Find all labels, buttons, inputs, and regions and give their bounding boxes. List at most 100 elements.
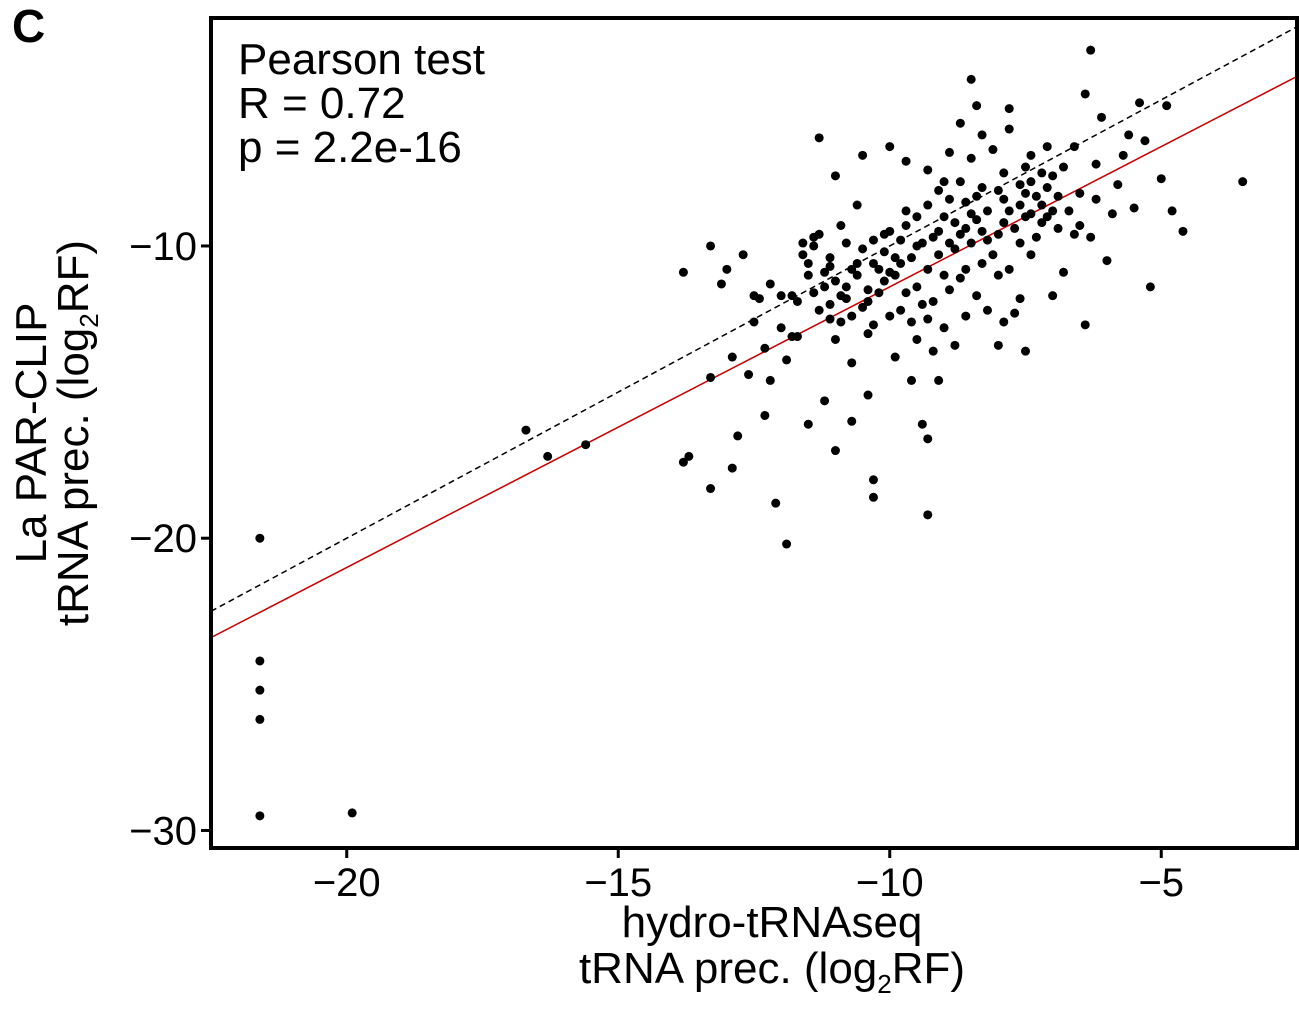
data-point: [923, 434, 933, 444]
data-point: [1086, 45, 1096, 55]
data-point: [776, 323, 786, 333]
data-point: [999, 168, 1009, 178]
x-axis-title-line2-main: tRNA prec. (log: [579, 944, 877, 993]
data-point: [977, 258, 987, 268]
data-point: [825, 314, 835, 324]
data-point: [955, 229, 965, 239]
data-point: [760, 410, 770, 420]
data-point: [901, 221, 911, 230]
x-axis-title-line2-tail: RF): [892, 944, 965, 993]
data-point: [852, 200, 862, 210]
data-point: [749, 317, 759, 327]
data-point: [912, 282, 922, 292]
data-point: [792, 296, 802, 306]
data-point: [1069, 229, 1079, 239]
data-point: [950, 244, 960, 254]
stat-p-value: p = 2.2e-16: [238, 123, 462, 172]
data-point: [868, 492, 878, 502]
data-point: [1167, 206, 1177, 216]
data-point: [1075, 188, 1085, 198]
data-point: [1097, 112, 1107, 122]
y-axis-title-line2-tail: RF): [49, 240, 98, 313]
identity-reference-line: [211, 26, 1297, 612]
data-point: [917, 299, 927, 309]
data-point: [1059, 267, 1069, 277]
data-point: [1048, 291, 1058, 301]
data-point: [950, 218, 960, 228]
data-point: [1048, 171, 1058, 181]
data-point: [879, 247, 889, 257]
data-point: [993, 340, 1003, 350]
data-point: [993, 185, 1003, 195]
data-point: [678, 267, 688, 277]
data-point: [1053, 191, 1063, 201]
data-point: [255, 714, 265, 724]
data-point: [706, 241, 716, 251]
data-point: [1042, 183, 1052, 193]
data-point: [885, 311, 895, 321]
data-point: [836, 221, 846, 230]
data-point: [923, 510, 933, 520]
data-point: [820, 267, 830, 277]
data-point: [1107, 209, 1117, 219]
data-point: [765, 375, 775, 385]
data-point: [830, 276, 840, 286]
y-axis-title-line2: tRNA prec. (log2RF): [49, 240, 104, 626]
data-point: [809, 288, 819, 298]
data-point: [896, 305, 906, 315]
data-point: [1021, 346, 1030, 356]
data-point: [825, 261, 835, 271]
data-point: [999, 317, 1009, 327]
data-point: [852, 270, 862, 280]
data-point: [1129, 203, 1139, 213]
data-point: [961, 223, 971, 233]
data-point: [1064, 206, 1074, 216]
x-tick-label: −10: [856, 861, 924, 905]
data-point: [847, 416, 857, 426]
data-point: [928, 232, 938, 242]
data-point: [966, 153, 976, 163]
data-point: [1031, 191, 1041, 201]
data-point: [814, 305, 824, 315]
data-point: [917, 238, 927, 248]
x-tick-label: −15: [584, 861, 652, 905]
stat-test-name: Pearson test: [238, 35, 485, 84]
data-point: [982, 206, 992, 216]
data-points: [255, 45, 1248, 821]
data-point: [347, 808, 357, 818]
panel-label: C: [12, 0, 45, 52]
data-point: [858, 302, 868, 312]
data-point: [1037, 218, 1047, 228]
data-point: [863, 296, 873, 306]
data-point: [1004, 124, 1014, 134]
data-point: [863, 329, 873, 339]
regression-line: [211, 75, 1297, 639]
data-point: [727, 352, 737, 362]
data-point: [1048, 206, 1058, 216]
data-point: [874, 288, 884, 298]
data-point: [836, 317, 846, 327]
data-point: [944, 285, 954, 295]
data-point: [1145, 282, 1155, 292]
data-point: [912, 334, 922, 344]
data-point: [912, 212, 922, 222]
data-point: [1091, 159, 1101, 169]
data-point: [993, 229, 1003, 239]
data-point: [1069, 142, 1079, 152]
data-point: [1026, 150, 1036, 160]
data-point: [896, 258, 906, 268]
data-point: [977, 183, 987, 193]
data-point: [581, 440, 591, 450]
data-point: [977, 226, 987, 236]
data-point: [847, 358, 857, 368]
data-point: [1113, 180, 1123, 190]
data-point: [852, 258, 862, 268]
data-point: [939, 212, 949, 222]
data-point: [993, 270, 1003, 280]
data-point: [803, 419, 813, 429]
data-point: [890, 352, 900, 362]
stat-r-value: R = 0.72: [238, 79, 406, 128]
data-point: [754, 294, 764, 304]
data-point: [863, 390, 873, 400]
